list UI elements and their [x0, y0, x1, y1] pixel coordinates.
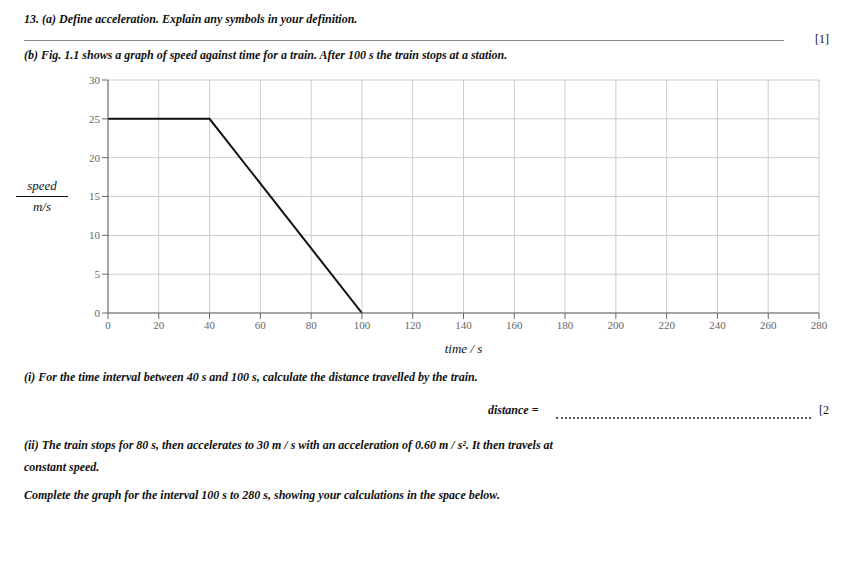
html-text:13. (a) Define acceleration. E: 13. (a) Define acceleration. Explain any… [24, 12, 358, 26]
svg-text:10: 10 [89, 229, 101, 241]
html-text:(ii) The train stops for 80 s,: (ii) The train stops for 80 s, then acce… [24, 438, 553, 452]
html-text:(b) Fig. 1.1 shows a graph of: (b) Fig. 1.1 shows a graph of speed agai… [24, 48, 508, 62]
svg-text:25: 25 [89, 113, 101, 125]
svg-text:160: 160 [506, 319, 523, 331]
html-text:[2: [2 [819, 403, 829, 417]
svg-text:40: 40 [204, 319, 216, 331]
svg-text:100: 100 [354, 319, 371, 331]
html-text:distance =: distance = [488, 403, 539, 417]
svg-text:5: 5 [95, 268, 101, 280]
svg-text:0: 0 [105, 319, 111, 331]
svg-text:220: 220 [658, 319, 675, 331]
html-text:(i) For the time interval betw: (i) For the time interval between 40 s a… [24, 370, 478, 384]
html-text:speed: speed [27, 178, 57, 193]
svg-text:240: 240 [709, 319, 726, 331]
svg-text:20: 20 [89, 152, 101, 164]
svg-text:30: 30 [89, 74, 101, 86]
svg-text:80: 80 [306, 319, 318, 331]
svg-text:20: 20 [153, 319, 165, 331]
html-text:Complete the graph for the int: Complete the graph for the interval 100 … [24, 488, 500, 502]
svg-text:200: 200 [608, 319, 625, 331]
svg-text:time / s: time / s [445, 341, 483, 356]
svg-text:140: 140 [455, 319, 472, 331]
html-text:constant speed.: constant speed. [24, 460, 100, 474]
svg-text:0: 0 [95, 307, 101, 319]
svg-text:260: 260 [760, 319, 777, 331]
html-text:m/s: m/s [33, 199, 51, 214]
svg-text:280: 280 [811, 319, 828, 331]
html-text:[1]: [1] [815, 32, 829, 46]
svg-text:15: 15 [89, 190, 101, 202]
svg-text:120: 120 [404, 319, 421, 331]
svg-text:180: 180 [557, 319, 574, 331]
svg-text:60: 60 [255, 319, 267, 331]
